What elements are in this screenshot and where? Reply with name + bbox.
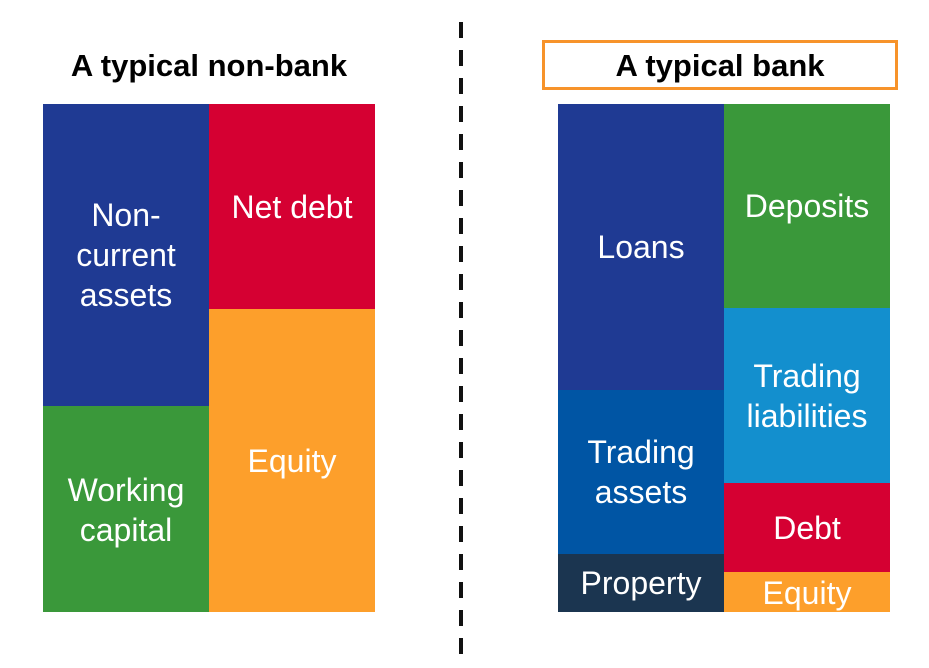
label-equity-nonbank: Equity — [247, 442, 337, 479]
label-working-capital: Working capital — [67, 472, 185, 548]
dashed-divider — [459, 22, 463, 662]
block-loans: Loans — [558, 104, 724, 390]
block-debt: Debt — [724, 483, 890, 572]
nonbank-title: A typical non-bank — [70, 48, 348, 83]
bank-title: A typical bank — [542, 40, 898, 90]
block-trading-liabilities: Trading liabilities — [724, 308, 890, 483]
label-non-current-assets: Non-current assets — [76, 197, 176, 313]
block-non-current-assets: Non-current assets — [43, 104, 209, 406]
label-loans: Loans — [597, 229, 685, 265]
block-working-capital: Working capital — [43, 406, 209, 612]
label-property: Property — [580, 565, 702, 601]
block-deposits: Deposits — [724, 104, 890, 308]
label-net-debt: Net debt — [231, 188, 353, 225]
label-trading-assets: Trading assets — [587, 434, 695, 510]
block-net-debt: Net debt — [209, 104, 375, 309]
label-trading-liabilities: Trading liabilities — [746, 357, 868, 434]
block-property: Property — [558, 554, 724, 612]
block-equity-bank: Equity — [724, 572, 890, 612]
label-debt: Debt — [773, 509, 841, 546]
bank-title-label: A typical bank — [615, 47, 825, 83]
block-equity-nonbank: Equity — [209, 309, 375, 612]
label-deposits: Deposits — [744, 188, 870, 224]
block-trading-assets: Trading assets — [558, 390, 724, 554]
label-equity-bank: Equity — [762, 575, 852, 611]
